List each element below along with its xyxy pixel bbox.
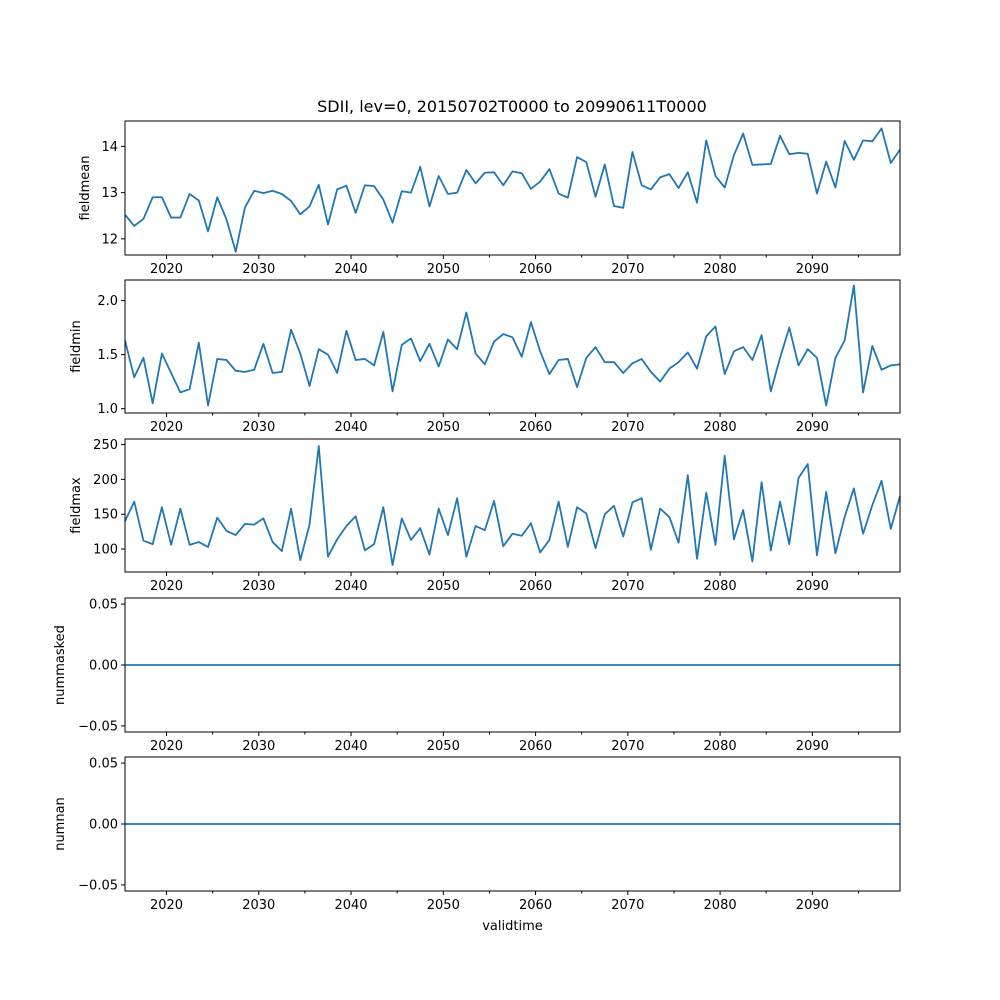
fieldmin-xtick-label: 2080 [704, 420, 737, 435]
fieldmean-xtick-label: 2020 [150, 262, 183, 277]
fieldmin-axes-frame [124, 279, 901, 414]
fieldmin-xtick-label: 2020 [150, 420, 183, 435]
fieldmin-ytick-label: 1.0 [97, 402, 118, 417]
fieldmean-xtick-label: 2060 [519, 262, 552, 277]
numnan-xtick-label: 2090 [796, 898, 829, 913]
numnan-ytick-label: −0.05 [78, 878, 118, 893]
numnan-xtick-label: 2070 [611, 898, 644, 913]
nummasked-ytick-label: 0.00 [89, 659, 118, 674]
fieldmean-ylabel: fieldmean [78, 156, 93, 221]
nummasked-ylabel: nummasked [53, 625, 68, 705]
fieldmax-ytick-label: 150 [93, 508, 118, 523]
fieldmin-series-line [124, 284, 901, 407]
fieldmin-xtick-label: 2030 [242, 420, 275, 435]
fieldmax-ytick-label: 100 [93, 543, 118, 558]
nummasked-ytick-label: 0.05 [89, 598, 118, 613]
fieldmax-axes-frame [124, 438, 901, 573]
panel-nummasked: −0.05 0.00 0.05 2020 2030 2040 2050 2060 2070 208… [53, 597, 901, 754]
fieldmin-xtick-label: 2040 [334, 420, 367, 435]
fieldmax-xtick-label: 2080 [704, 579, 737, 594]
panel-numnan: −0.05 0.00 0.05 2020 2030 2040 2050 2060 2070 208… [53, 756, 901, 934]
fieldmax-ytick-label: 250 [93, 438, 118, 453]
fieldmean-xtick-label: 2070 [611, 262, 644, 277]
numnan-ylabel: numnan [53, 797, 68, 851]
fieldmin-ytick-label: 1.5 [97, 348, 118, 363]
numnan-xtick-label: 2080 [704, 898, 737, 913]
fieldmean-axes-frame [124, 120, 901, 256]
fieldmean-series-line [124, 127, 901, 253]
figure-title: SDII, lev=0, 20150702T0000 to 20990611T0… [317, 97, 707, 116]
fieldmax-xtick-label: 2050 [427, 579, 460, 594]
fieldmax-series-line [124, 445, 901, 566]
nummasked-xtick-label: 2080 [704, 739, 737, 754]
fieldmax-xtick-label: 2060 [519, 579, 552, 594]
nummasked-xtick-label: 2090 [796, 739, 829, 754]
panel-fieldmin: 1.0 1.5 2.0 2020 2030 2040 2050 2060 2070 2080 209… [69, 279, 901, 435]
xlabel: validtime [482, 919, 543, 934]
panel-fieldmax: 100 150 200 250 2020 2030 2040 2050 2060 2070 2080… [69, 438, 901, 594]
fieldmean-xtick-label: 2080 [704, 262, 737, 277]
nummasked-ytick-label: −0.05 [78, 719, 118, 734]
panel-fieldmean: 12 13 14 2020 2030 2040 2050 2060 2070 2080 2090 fi… [78, 120, 901, 277]
fieldmin-ylabel: fieldmin [69, 320, 84, 373]
fieldmean-xtick-label: 2030 [242, 262, 275, 277]
fieldmax-xtick-label: 2090 [796, 579, 829, 594]
fieldmax-ylabel: fieldmax [69, 477, 84, 534]
nummasked-xtick-label: 2070 [611, 739, 644, 754]
fieldmin-xtick-label: 2060 [519, 420, 552, 435]
numnan-ytick-label: 0.00 [89, 818, 118, 833]
fieldmin-xtick-label: 2070 [611, 420, 644, 435]
nummasked-xtick-label: 2020 [150, 739, 183, 754]
numnan-xtick-label: 2050 [427, 898, 460, 913]
fieldmean-xtick-label: 2040 [334, 262, 367, 277]
nummasked-xtick-label: 2050 [427, 739, 460, 754]
nummasked-xtick-label: 2030 [242, 739, 275, 754]
fieldmean-ytick-label: 14 [101, 140, 118, 155]
fieldmean-ytick-label: 13 [101, 186, 118, 201]
numnan-ytick-label: 0.05 [89, 757, 118, 772]
nummasked-xtick-label: 2060 [519, 739, 552, 754]
numnan-xtick-label: 2060 [519, 898, 552, 913]
fieldmax-xtick-label: 2070 [611, 579, 644, 594]
nummasked-xtick-label: 2040 [334, 739, 367, 754]
panels: 12 13 14 2020 2030 2040 2050 2060 2070 2080 2090 fi… [53, 120, 901, 934]
fieldmax-xtick-label: 2040 [334, 579, 367, 594]
fieldmax-xtick-label: 2020 [150, 579, 183, 594]
fieldmean-ytick-label: 12 [101, 232, 118, 247]
fieldmean-xtick-label: 2050 [427, 262, 460, 277]
numnan-xtick-label: 2020 [150, 898, 183, 913]
fieldmin-xtick-label: 2090 [796, 420, 829, 435]
fieldmin-ytick-label: 2.0 [97, 294, 118, 309]
fieldmean-xtick-label: 2090 [796, 262, 829, 277]
numnan-xtick-label: 2040 [334, 898, 367, 913]
fieldmin-xtick-label: 2050 [427, 420, 460, 435]
fieldmax-ytick-label: 200 [93, 473, 118, 488]
numnan-xtick-label: 2030 [242, 898, 275, 913]
fieldmax-xtick-label: 2030 [242, 579, 275, 594]
